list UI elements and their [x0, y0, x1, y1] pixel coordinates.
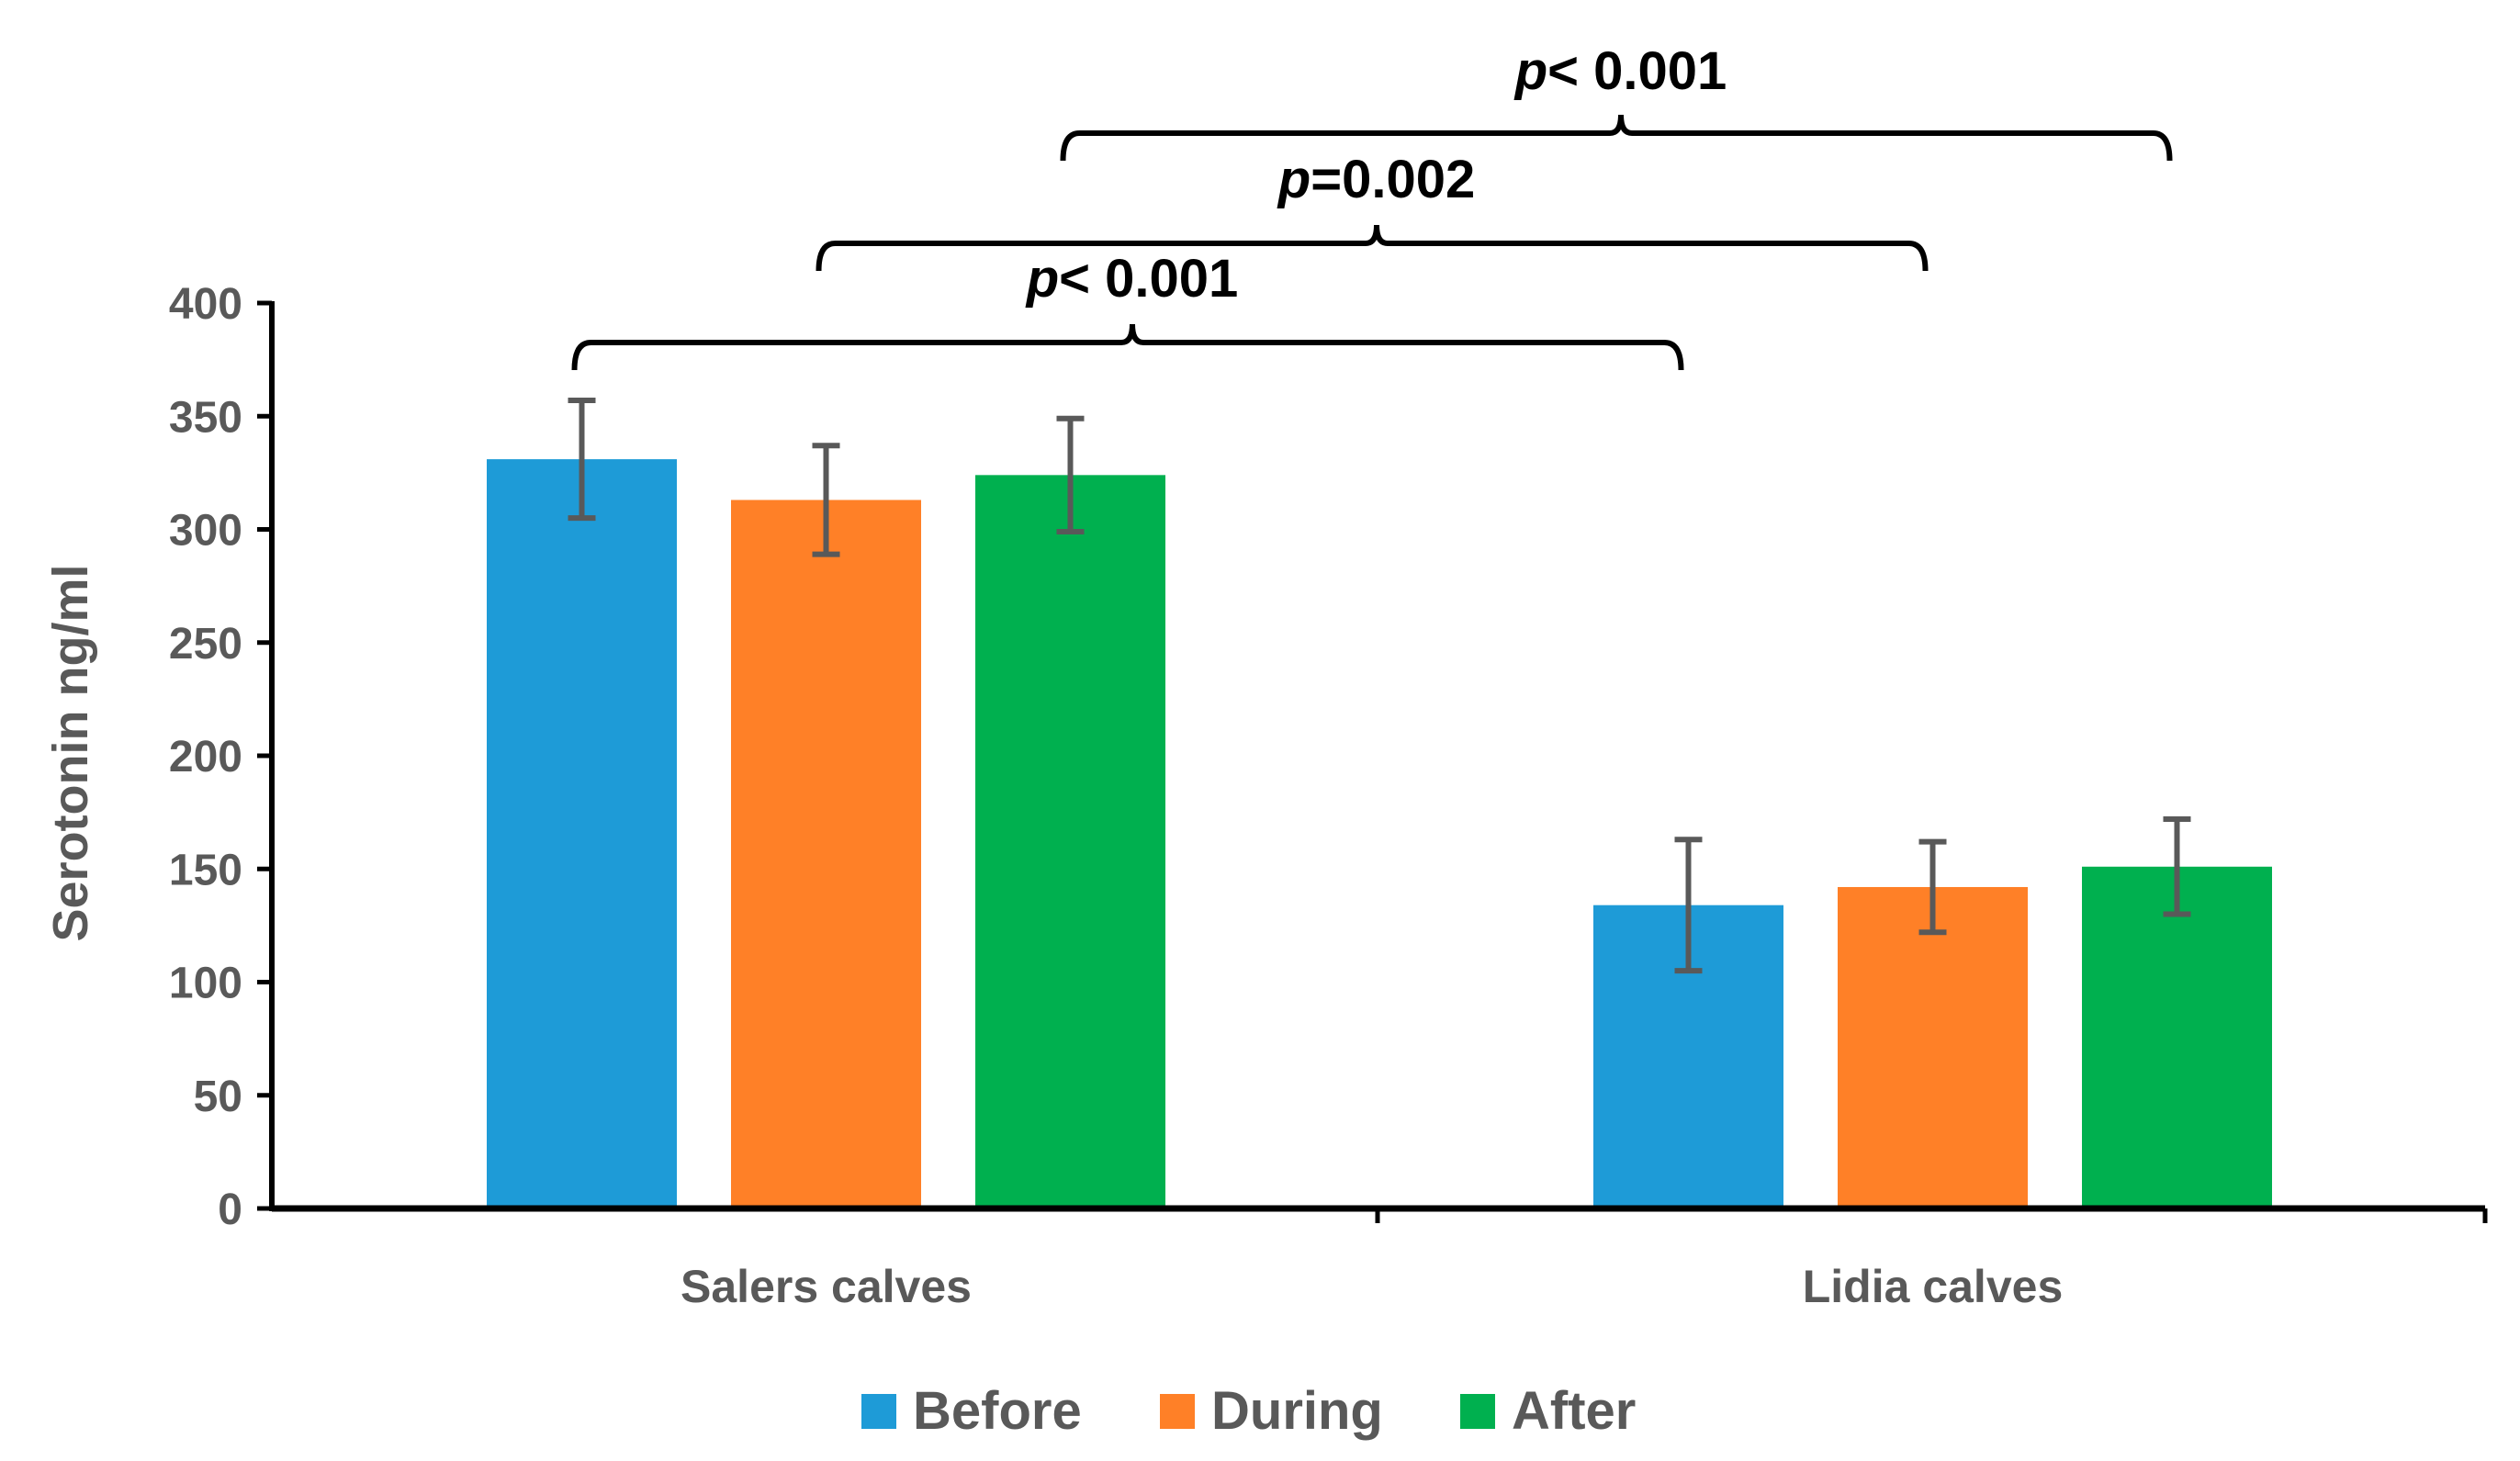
- significance-group: p< 0.001 p=0.002 p< 0.001: [571, 41, 2173, 371]
- error-bar-before-salers: [568, 397, 596, 522]
- y-tick-label: 350: [169, 393, 242, 442]
- legend-item-before: Before: [861, 1381, 1082, 1441]
- p-value-label: p< 0.001: [1025, 249, 1239, 309]
- legend-item-after: After: [1460, 1381, 1636, 1441]
- bar-before-salers: [487, 459, 677, 1209]
- bracket-line: [1060, 114, 2173, 162]
- y-tick-label: 100: [169, 960, 242, 1008]
- legend-swatch: [861, 1394, 896, 1429]
- legend-label: After: [1512, 1381, 1636, 1441]
- legend-swatch: [1160, 1394, 1195, 1429]
- y-tick-label: 50: [194, 1073, 242, 1121]
- error-bar-during-lidia: [1918, 838, 1947, 936]
- y-tick-label: 300: [169, 507, 242, 556]
- bar-during-salers: [731, 500, 921, 1208]
- x-category-label: Salers calves: [681, 1261, 972, 1312]
- legend-label: Before: [913, 1381, 1082, 1441]
- y-tick-label: 0: [218, 1186, 242, 1234]
- legend-swatch: [1460, 1394, 1495, 1429]
- error-bar-after-salers: [1056, 415, 1085, 534]
- y-tick-label: 150: [169, 846, 242, 894]
- y-tick-label: 400: [169, 280, 242, 329]
- legend: Before During After: [861, 1381, 1636, 1441]
- bars-group: [487, 459, 2272, 1209]
- legend-label: During: [1211, 1381, 1383, 1441]
- legend-item-during: During: [1160, 1381, 1383, 1441]
- bracket-line: [816, 224, 1929, 272]
- significance-bracket: p< 0.001: [571, 249, 1684, 371]
- p-value-label: p=0.002: [1277, 150, 1475, 209]
- significance-bracket: p=0.002: [816, 150, 1929, 272]
- y-tick-label: 200: [169, 733, 242, 781]
- p-value-label: p< 0.001: [1513, 41, 1727, 101]
- bar-after-lidia: [2082, 866, 2272, 1208]
- x-category-label: Lidia calves: [1803, 1261, 2064, 1312]
- error-bars-group: [568, 397, 2191, 974]
- error-bar-after-lidia: [2163, 816, 2191, 917]
- error-bar-during-salers: [812, 443, 840, 557]
- axes-group: 0 50 100 150 200 250 300 350 400 Salers calves Lid…: [169, 280, 2488, 1312]
- bar-after-salers: [975, 475, 1165, 1208]
- y-tick-label: 250: [169, 620, 242, 669]
- significance-bracket: p< 0.001: [1060, 41, 2173, 162]
- bar-during-lidia: [1838, 886, 2028, 1208]
- bracket-line: [571, 323, 1684, 371]
- error-bar-before-lidia: [1674, 837, 1703, 974]
- y-axis-title: Serotonin ng/ml: [43, 565, 98, 942]
